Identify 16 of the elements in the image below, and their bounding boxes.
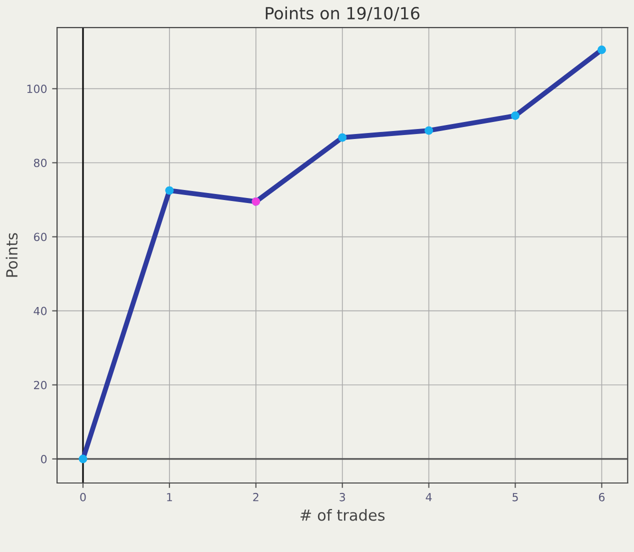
- y-tick-label: 40: [34, 306, 47, 316]
- x-tick-label: 5: [512, 493, 518, 502]
- x-tick-label: 1: [167, 493, 172, 502]
- x-axis-title: # of trades: [300, 509, 385, 521]
- x-tick-label: 4: [426, 493, 432, 502]
- y-tick-label: 80: [34, 158, 47, 168]
- chart-title: Points on 19/10/16: [266, 6, 420, 21]
- x-tick-label: 2: [253, 492, 258, 502]
- x-tick-label: 0: [80, 492, 86, 502]
- y-tick-label: 20: [34, 380, 47, 390]
- y-tick-label: 100: [27, 84, 47, 94]
- y-axis-title: Points: [6, 233, 18, 277]
- y-tick-label: 0: [41, 454, 47, 464]
- y-tick-label: 60: [34, 232, 47, 242]
- x-tick-label: 3: [340, 492, 346, 502]
- x-tick-label: 6: [598, 492, 605, 502]
